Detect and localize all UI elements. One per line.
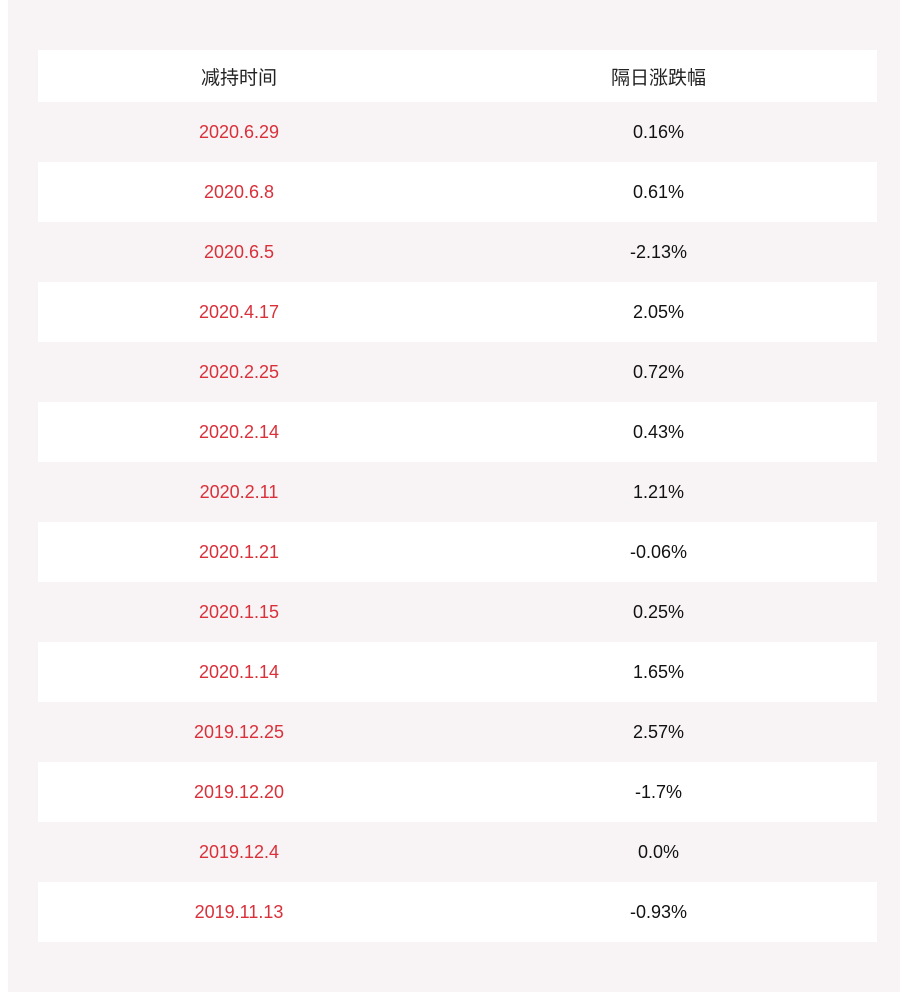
table-row: 2020.1.21 -0.06% — [38, 522, 877, 582]
reduction-date: 2019.12.20 — [193, 781, 285, 802]
table-row: 2019.11.13 -0.93% — [38, 882, 877, 942]
next-day-change: 0.72% — [632, 361, 685, 382]
table-row: 2020.2.14 0.43% — [38, 402, 877, 462]
reduction-date: 2020.1.14 — [198, 661, 280, 682]
reduction-date: 2020.2.25 — [198, 361, 280, 382]
reduction-date: 2020.4.17 — [198, 301, 280, 322]
reduction-date: 2019.11.13 — [194, 901, 284, 922]
next-day-change: 0.43% — [632, 421, 685, 442]
table-row: 2020.1.15 0.25% — [38, 582, 877, 642]
next-day-change: 2.57% — [632, 721, 685, 742]
table-row: 2020.1.14 1.65% — [38, 642, 877, 702]
reduction-date: 2020.6.5 — [203, 241, 275, 262]
table-row: 2020.6.8 0.61% — [38, 162, 877, 222]
next-day-change: 0.16% — [632, 121, 685, 142]
content-panel: 减持时间 隔日涨跌幅 2020.6.29 0.16% 2020.6.8 0.61% 20… — [8, 0, 900, 992]
next-day-change: 0.0% — [637, 841, 680, 862]
next-day-change: 1.65% — [632, 661, 685, 682]
reduction-date: 2020.2.14 — [198, 421, 280, 442]
table-row: 2019.12.25 2.57% — [38, 702, 877, 762]
reduction-date: 2020.6.8 — [203, 181, 275, 202]
table-row: 2020.6.5 -2.13% — [38, 222, 877, 282]
table-row: 2019.12.20 -1.7% — [38, 762, 877, 822]
reduction-date: 2019.12.4 — [198, 841, 280, 862]
table-row: 2020.2.11 1.21% — [38, 462, 877, 522]
next-day-change: -0.93% — [629, 901, 688, 922]
table-row: 2020.6.29 0.16% — [38, 102, 877, 162]
next-day-change: 1.21% — [632, 481, 685, 502]
table-row: 2019.12.4 0.0% — [38, 822, 877, 882]
next-day-change: -2.13% — [629, 241, 688, 262]
next-day-change: -0.06% — [629, 541, 688, 562]
next-day-change: 0.61% — [632, 181, 685, 202]
reduction-date: 2020.1.15 — [198, 601, 280, 622]
table-header: 减持时间 隔日涨跌幅 — [38, 50, 877, 102]
next-day-change: 0.25% — [632, 601, 685, 622]
table-row: 2020.4.17 2.05% — [38, 282, 877, 342]
next-day-change: -1.7% — [634, 781, 683, 802]
reduction-date: 2020.1.21 — [198, 541, 280, 562]
reduction-table: 减持时间 隔日涨跌幅 2020.6.29 0.16% 2020.6.8 0.61% 20… — [38, 50, 877, 942]
table-row: 2020.2.25 0.72% — [38, 342, 877, 402]
reduction-date: 2020.2.11 — [199, 481, 279, 502]
next-day-change: 2.05% — [632, 301, 685, 322]
reduction-date: 2020.6.29 — [198, 121, 280, 142]
reduction-date: 2019.12.25 — [193, 721, 285, 742]
header-reduction-date: 减持时间 — [200, 66, 277, 89]
header-next-day-change: 隔日涨跌幅 — [610, 66, 706, 89]
